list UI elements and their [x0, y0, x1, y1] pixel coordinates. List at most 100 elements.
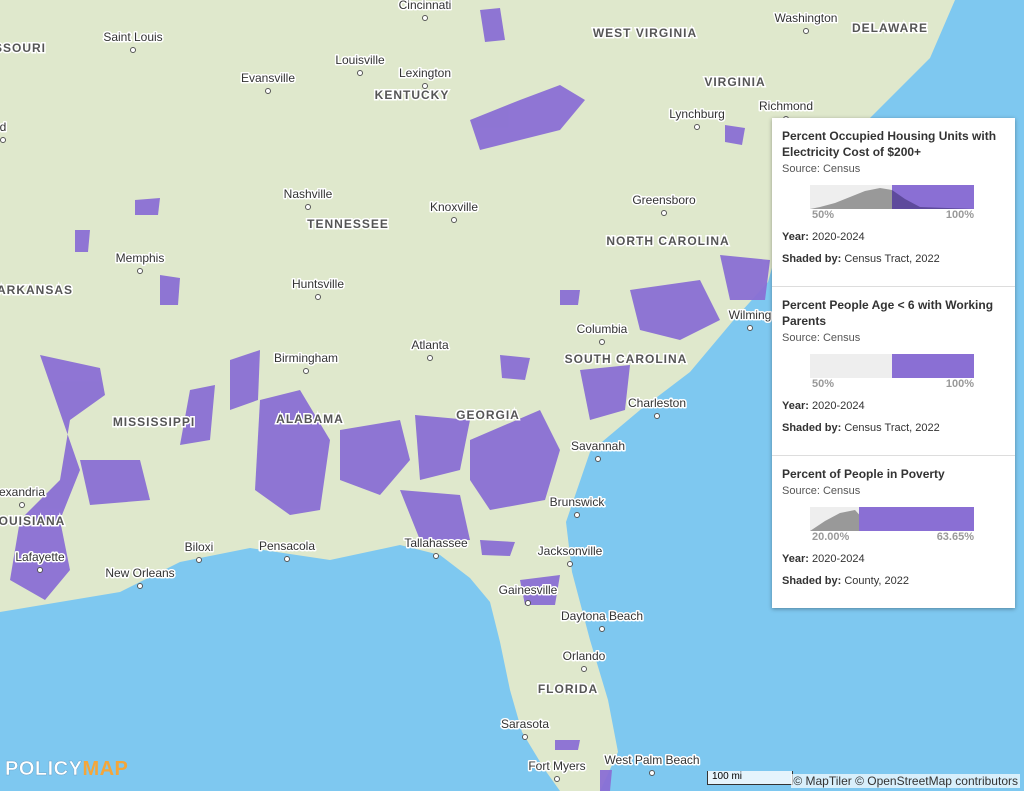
place-label: Memphis — [116, 251, 165, 265]
year: Year: 2020-2024 — [782, 400, 1005, 412]
place-label: Tallahassee — [404, 536, 468, 550]
place-label: New Orleans — [105, 566, 174, 580]
year-label: Year: — [782, 400, 809, 412]
city-dot — [599, 626, 605, 632]
region-label: KENTUCKY — [375, 88, 450, 102]
range-low: 20.00% — [812, 531, 850, 543]
place-label: exandria — [0, 485, 45, 499]
place-label: Huntsville — [292, 277, 344, 291]
range-low: 50% — [812, 209, 835, 221]
layer-source: Source: Census — [782, 485, 861, 497]
shaded-by: Shaded by: Census Tract, 2022 — [782, 422, 1005, 434]
city-dot — [654, 413, 660, 419]
place-label: Greensboro — [632, 193, 696, 207]
city-dot — [284, 556, 290, 562]
city-dot — [554, 776, 560, 782]
place-label: Orlando — [563, 649, 606, 663]
layer-title: Percent People Age < 6 with Working Pare… — [782, 298, 994, 328]
place-label: Evansville — [241, 71, 295, 85]
attribution: © MapTiler © OpenStreetMap contributors — [791, 774, 1020, 788]
range: 50% 100% — [812, 378, 974, 390]
layer-title: Percent of People in Poverty — [782, 467, 945, 481]
layer-source: Source: Census — [782, 163, 861, 175]
place-label: Louisville — [335, 53, 385, 67]
city-dot — [0, 137, 6, 143]
shaded-label: Shaded by: — [782, 422, 842, 434]
place-label: Lexington — [399, 66, 451, 80]
city-dot — [433, 553, 439, 559]
place-label: d — [0, 120, 6, 134]
place-label: Richmond — [759, 99, 813, 113]
place-label: Savannah — [571, 439, 625, 453]
place-label: Jacksonville — [538, 544, 603, 558]
city-dot — [661, 210, 667, 216]
place-label: Pensacola — [259, 539, 315, 553]
labels: Cincinnati Washington Saint Louis Louisvill… — [0, 0, 929, 782]
city-dot — [315, 294, 321, 300]
city-dot — [599, 339, 605, 345]
year-value: 2020-2024 — [811, 231, 865, 243]
shaded-by: Shaded by: Census Tract, 2022 — [782, 253, 1005, 265]
range: 20.00% 63.65% — [812, 531, 974, 543]
city-dot — [422, 15, 428, 21]
city-dot — [567, 561, 573, 567]
city-dot — [522, 734, 528, 740]
place-label: Wilming — [729, 308, 772, 322]
histogram — [810, 185, 974, 209]
shaded-by: Shaded by: County, 2022 — [782, 575, 1005, 587]
histogram — [810, 507, 974, 531]
region-label: MISSISSIPPI — [113, 415, 195, 429]
histogram — [810, 354, 974, 378]
region-label: WEST VIRGINIA — [593, 26, 697, 40]
city-dot — [137, 268, 143, 274]
shaded-value: County, 2022 — [844, 575, 909, 587]
logo-map: MAP — [82, 758, 129, 780]
city-dot — [581, 666, 587, 672]
range-high: 63.65% — [936, 531, 974, 543]
city-dot — [451, 217, 457, 223]
city-dot — [427, 355, 433, 361]
range: 50% 100% — [812, 209, 974, 221]
year-label: Year: — [782, 231, 809, 243]
city-dot — [19, 502, 25, 508]
region-label: SSOURI — [0, 41, 46, 55]
city-dot — [803, 28, 809, 34]
place-label: Saint Louis — [103, 30, 162, 44]
legend-layer: Percent of People in Poverty Source: Cens… — [772, 456, 1015, 608]
region-label: NORTH CAROLINA — [606, 234, 729, 248]
city-dot — [305, 204, 311, 210]
place-label: Lynchburg — [669, 107, 725, 121]
shaded-label: Shaded by: — [782, 253, 842, 265]
city-dot — [265, 88, 271, 94]
region-label: TENNESSEE — [307, 217, 389, 231]
city-dot — [303, 368, 309, 374]
region-label: ALABAMA — [276, 412, 344, 426]
city-dot — [357, 70, 363, 76]
place-label: Columbia — [577, 322, 628, 336]
place-label: Gainesville — [499, 583, 558, 597]
shaded-value: Census Tract, 2022 — [844, 253, 940, 265]
region-label: DELAWARE — [852, 21, 928, 35]
place-label: Cincinnati — [399, 0, 452, 12]
city-dot — [422, 83, 428, 89]
layer-title: Percent Occupied Housing Units with Elec… — [782, 129, 997, 159]
place-label: Charleston — [628, 396, 686, 410]
city-dot — [574, 512, 580, 518]
city-dot — [37, 567, 43, 573]
city-dot — [525, 600, 531, 606]
place-label: Birmingham — [274, 351, 338, 365]
shaded-label: Shaded by: — [782, 575, 842, 587]
region-label: SOUTH CAROLINA — [565, 352, 688, 366]
city-dot — [694, 124, 700, 130]
place-label: Knoxville — [430, 200, 478, 214]
legend-layer: Percent Occupied Housing Units with Elec… — [772, 118, 1015, 287]
city-dot — [137, 583, 143, 589]
range-high: 100% — [945, 378, 974, 390]
region-label: FLORIDA — [538, 682, 598, 696]
city-dot — [130, 47, 136, 53]
place-label: Nashville — [284, 187, 333, 201]
place-label: Biloxi — [185, 540, 214, 554]
year-value: 2020-2024 — [811, 553, 865, 565]
